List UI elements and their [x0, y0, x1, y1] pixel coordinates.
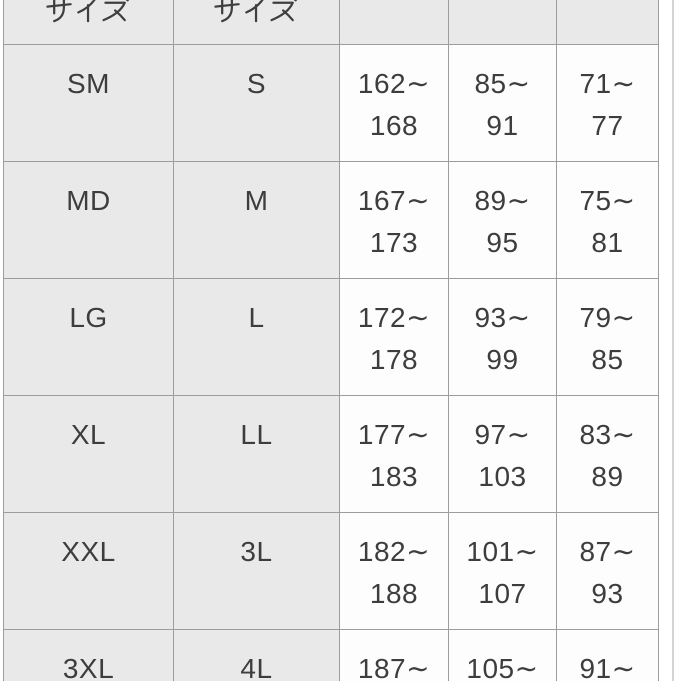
size-a-cell: MD	[3, 161, 174, 279]
size-a-cell: LG	[3, 278, 174, 396]
table-row: XL LL 177∼ 183 97∼ 103 83∼ 89	[3, 395, 659, 513]
size-b-cell: LL	[173, 395, 340, 513]
header-size-label-2: サイズ	[173, 0, 340, 45]
measurement-range-cell: 162∼ 168	[339, 44, 449, 162]
size-a-cell: XXL	[3, 512, 174, 630]
measurement-range-cell: 101∼ 107	[448, 512, 557, 630]
size-b-cell: S	[173, 44, 340, 162]
size-a-cell: SM	[3, 44, 174, 162]
measurement-range-cell: 75∼ 81	[556, 161, 659, 279]
measurement-range-cell: 187∼	[339, 629, 449, 681]
header-col-4	[448, 0, 557, 45]
size-kana-graphic	[45, 0, 129, 23]
table-row: MD M 167∼ 173 89∼ 95 75∼ 81	[3, 161, 659, 279]
header-col-3	[339, 0, 449, 45]
measurement-range-cell: 177∼ 183	[339, 395, 449, 513]
header-row: サイズ	[3, 0, 659, 45]
size-b-cell: L	[173, 278, 340, 396]
size-b-cell: 4L	[173, 629, 340, 681]
measurement-range-cell: 89∼ 95	[448, 161, 557, 279]
table-row: SM S 162∼ 168 85∼ 91 71∼ 77	[3, 44, 659, 162]
measurement-range-cell: 172∼ 178	[339, 278, 449, 396]
measurement-range-cell: 71∼ 77	[556, 44, 659, 162]
table-row: LG L 172∼ 178 93∼ 99 79∼ 85	[3, 278, 659, 396]
size-chart-table: サイズ	[3, 0, 659, 681]
size-b-cell: M	[173, 161, 340, 279]
size-kana-graphic	[213, 0, 297, 23]
measurement-range-cell: 93∼ 99	[448, 278, 557, 396]
page-edge-divider	[672, 0, 674, 681]
measurement-range-cell: 85∼ 91	[448, 44, 557, 162]
size-b-cell: 3L	[173, 512, 340, 630]
header-size-label-1: サイズ	[3, 0, 174, 45]
measurement-range-cell: 182∼ 188	[339, 512, 449, 630]
measurement-range-cell: 87∼ 93	[556, 512, 659, 630]
measurement-range-cell: 91∼	[556, 629, 659, 681]
size-a-cell: XL	[3, 395, 174, 513]
table-row: 3XL 4L 187∼ 105∼ 91∼	[3, 629, 659, 681]
measurement-range-cell: 83∼ 89	[556, 395, 659, 513]
measurement-range-cell: 105∼	[448, 629, 557, 681]
measurement-range-cell: 167∼ 173	[339, 161, 449, 279]
size-a-cell: 3XL	[3, 629, 174, 681]
header-col-5	[556, 0, 659, 45]
table-row: XXL 3L 182∼ 188 101∼ 107 87∼ 93	[3, 512, 659, 630]
measurement-range-cell: 97∼ 103	[448, 395, 557, 513]
measurement-range-cell: 79∼ 85	[556, 278, 659, 396]
